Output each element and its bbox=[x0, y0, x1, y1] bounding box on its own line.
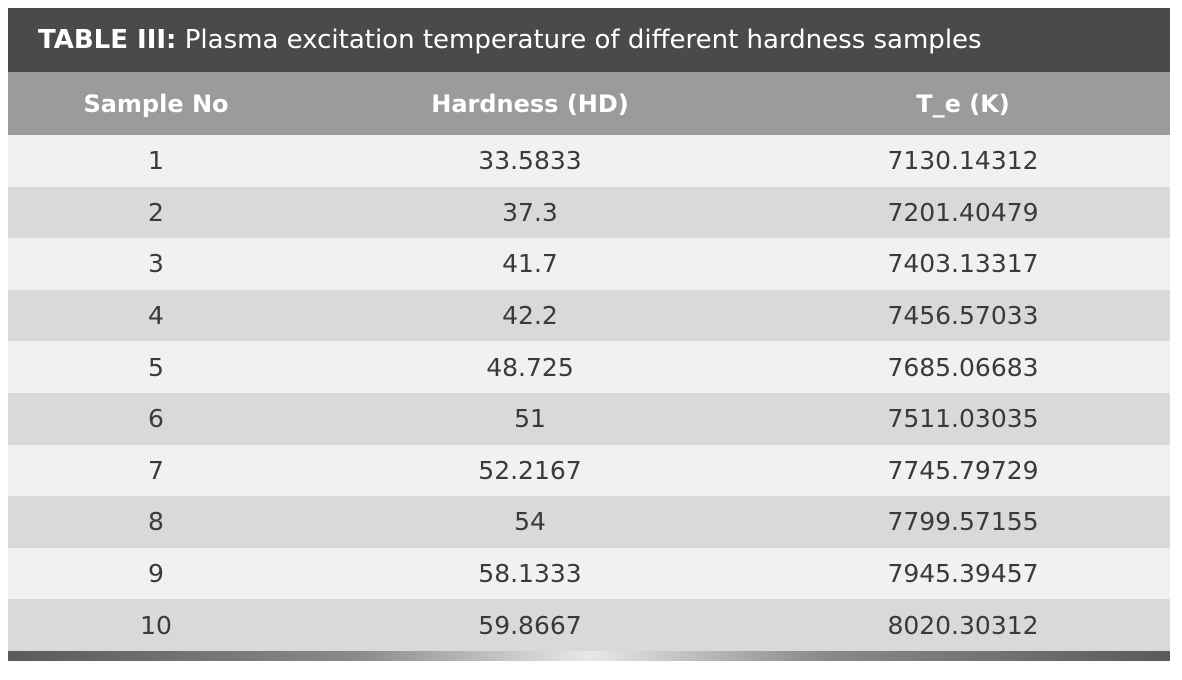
table-row: 8 54 7799.57155 bbox=[8, 496, 1170, 548]
data-table: TABLE III: Plasma excitation temperature… bbox=[8, 8, 1170, 661]
cell-hardness: 42.2 bbox=[502, 301, 558, 331]
caption-label: TABLE III: bbox=[38, 25, 177, 55]
header-sample-no: Sample No bbox=[83, 89, 229, 118]
header-hardness: Hardness (HD) bbox=[431, 89, 629, 118]
cell-sample-no: 8 bbox=[148, 507, 164, 537]
cell-sample-no: 5 bbox=[148, 352, 164, 382]
table-row: 7 52.2167 7745.79729 bbox=[8, 444, 1170, 497]
table-body: 1 33.5833 7130.14312 2 37.3 7201.40479 3 41.7 74… bbox=[8, 135, 1170, 651]
table-row: 9 58.1333 7945.39457 bbox=[8, 547, 1170, 600]
table-header-row: Sample No Hardness (HD) T_e (K) bbox=[8, 72, 1170, 135]
cell-temperature: 7745.79729 bbox=[887, 455, 1039, 485]
table-row: 3 41.7 7403.13317 bbox=[8, 238, 1170, 290]
table-caption: TABLE III: Plasma excitation temperature… bbox=[8, 8, 1170, 72]
cell-temperature: 7511.03035 bbox=[887, 404, 1039, 434]
table-row: 6 51 7511.03035 bbox=[8, 392, 1170, 445]
cell-sample-no: 7 bbox=[148, 455, 164, 485]
table-row: 4 42.2 7456.57033 bbox=[8, 289, 1170, 342]
table-row: 2 37.3 7201.40479 bbox=[8, 186, 1170, 239]
cell-temperature: 7403.13317 bbox=[887, 249, 1039, 279]
cell-sample-no: 1 bbox=[148, 146, 164, 176]
cell-sample-no: 3 bbox=[148, 249, 164, 279]
cell-sample-no: 2 bbox=[148, 197, 164, 227]
cell-hardness: 51 bbox=[514, 404, 546, 434]
table-row: 5 48.725 7685.06683 bbox=[8, 341, 1170, 393]
header-temperature: T_e (K) bbox=[916, 89, 1010, 118]
cell-temperature: 7456.57033 bbox=[887, 301, 1039, 331]
cell-temperature: 8020.30312 bbox=[887, 610, 1039, 640]
cell-hardness: 59.8667 bbox=[478, 610, 582, 640]
cell-sample-no: 4 bbox=[148, 301, 164, 331]
cell-sample-no: 9 bbox=[148, 559, 164, 589]
cell-temperature: 7130.14312 bbox=[887, 146, 1039, 176]
cell-sample-no: 10 bbox=[140, 610, 172, 640]
table-row: 10 59.8667 8020.30312 bbox=[8, 599, 1170, 651]
cell-hardness: 52.2167 bbox=[478, 455, 582, 485]
cell-temperature: 7201.40479 bbox=[887, 197, 1039, 227]
cell-temperature: 7685.06683 bbox=[887, 352, 1039, 382]
cell-hardness: 58.1333 bbox=[478, 559, 582, 589]
table-row: 1 33.5833 7130.14312 bbox=[8, 135, 1170, 187]
caption-text: Plasma excitation temperature of differe… bbox=[184, 25, 982, 55]
cell-hardness: 41.7 bbox=[502, 249, 558, 279]
cell-hardness: 37.3 bbox=[502, 197, 558, 227]
cell-temperature: 7799.57155 bbox=[887, 507, 1039, 537]
table-footer-bar bbox=[8, 650, 1170, 661]
cell-hardness: 54 bbox=[514, 507, 546, 537]
cell-hardness: 33.5833 bbox=[478, 146, 582, 176]
cell-hardness: 48.725 bbox=[486, 352, 574, 382]
cell-sample-no: 6 bbox=[148, 404, 164, 434]
cell-temperature: 7945.39457 bbox=[887, 559, 1039, 589]
